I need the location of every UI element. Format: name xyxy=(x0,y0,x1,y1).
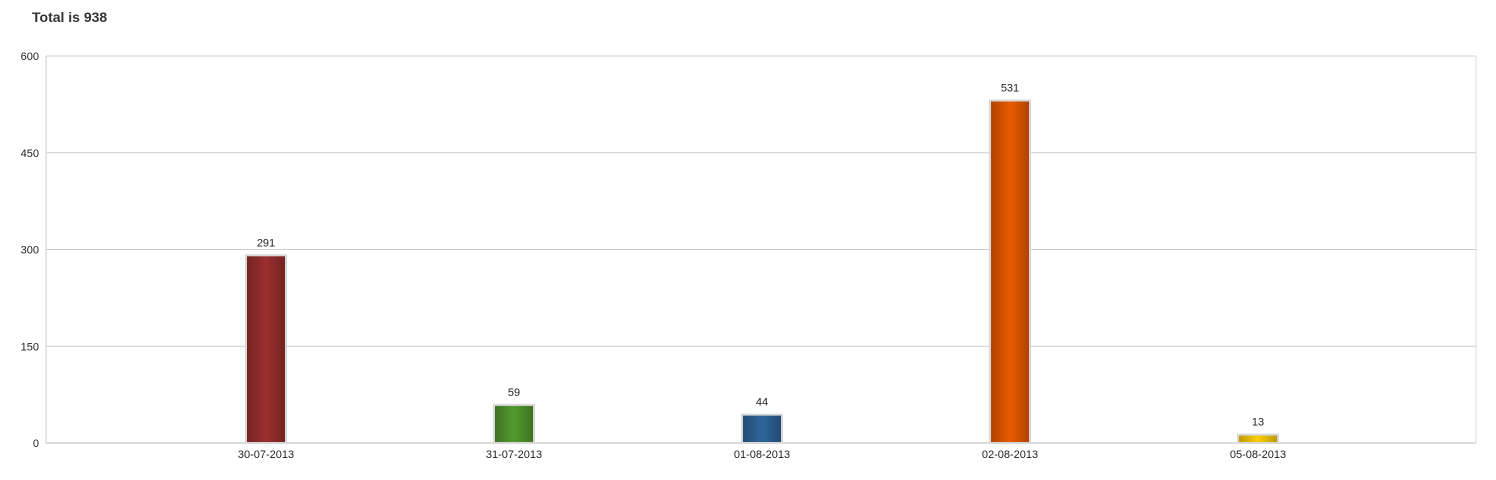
data-label: 291 xyxy=(257,237,275,249)
data-label: 44 xyxy=(756,397,768,409)
bar-31-07-2013 xyxy=(493,403,535,445)
x-tick-label: 05-08-2013 xyxy=(1230,449,1286,461)
data-label: 59 xyxy=(508,387,520,399)
y-tick-label: 600 xyxy=(21,51,39,63)
bar-02-08-2013 xyxy=(989,99,1031,444)
data-label: 531 xyxy=(1001,83,1019,95)
y-tick-label: 0 xyxy=(33,438,39,450)
x-tick-label: 31-07-2013 xyxy=(486,449,542,461)
y-tick-label: 150 xyxy=(21,341,39,353)
x-axis-ticks: 30-07-2013 31-07-2013 01-08-2013 02-08-2013… xyxy=(238,449,1286,461)
x-tick-label: 01-08-2013 xyxy=(734,449,790,461)
x-tick-label: 02-08-2013 xyxy=(982,449,1038,461)
y-tick-label: 300 xyxy=(21,245,39,257)
data-labels: 291 59 44 531 13 xyxy=(257,83,1264,429)
x-tick-label: 30-07-2013 xyxy=(238,449,294,461)
bar-01-08-2013 xyxy=(741,413,783,444)
bars xyxy=(245,99,1279,445)
y-axis-ticks: 0 150 300 450 600 xyxy=(21,51,39,450)
data-label: 13 xyxy=(1252,417,1264,429)
chart-title: Total is 938 xyxy=(32,9,108,25)
bar-30-07-2013 xyxy=(245,254,287,444)
bar-05-08-2013 xyxy=(1237,433,1279,444)
y-tick-label: 450 xyxy=(21,148,39,160)
